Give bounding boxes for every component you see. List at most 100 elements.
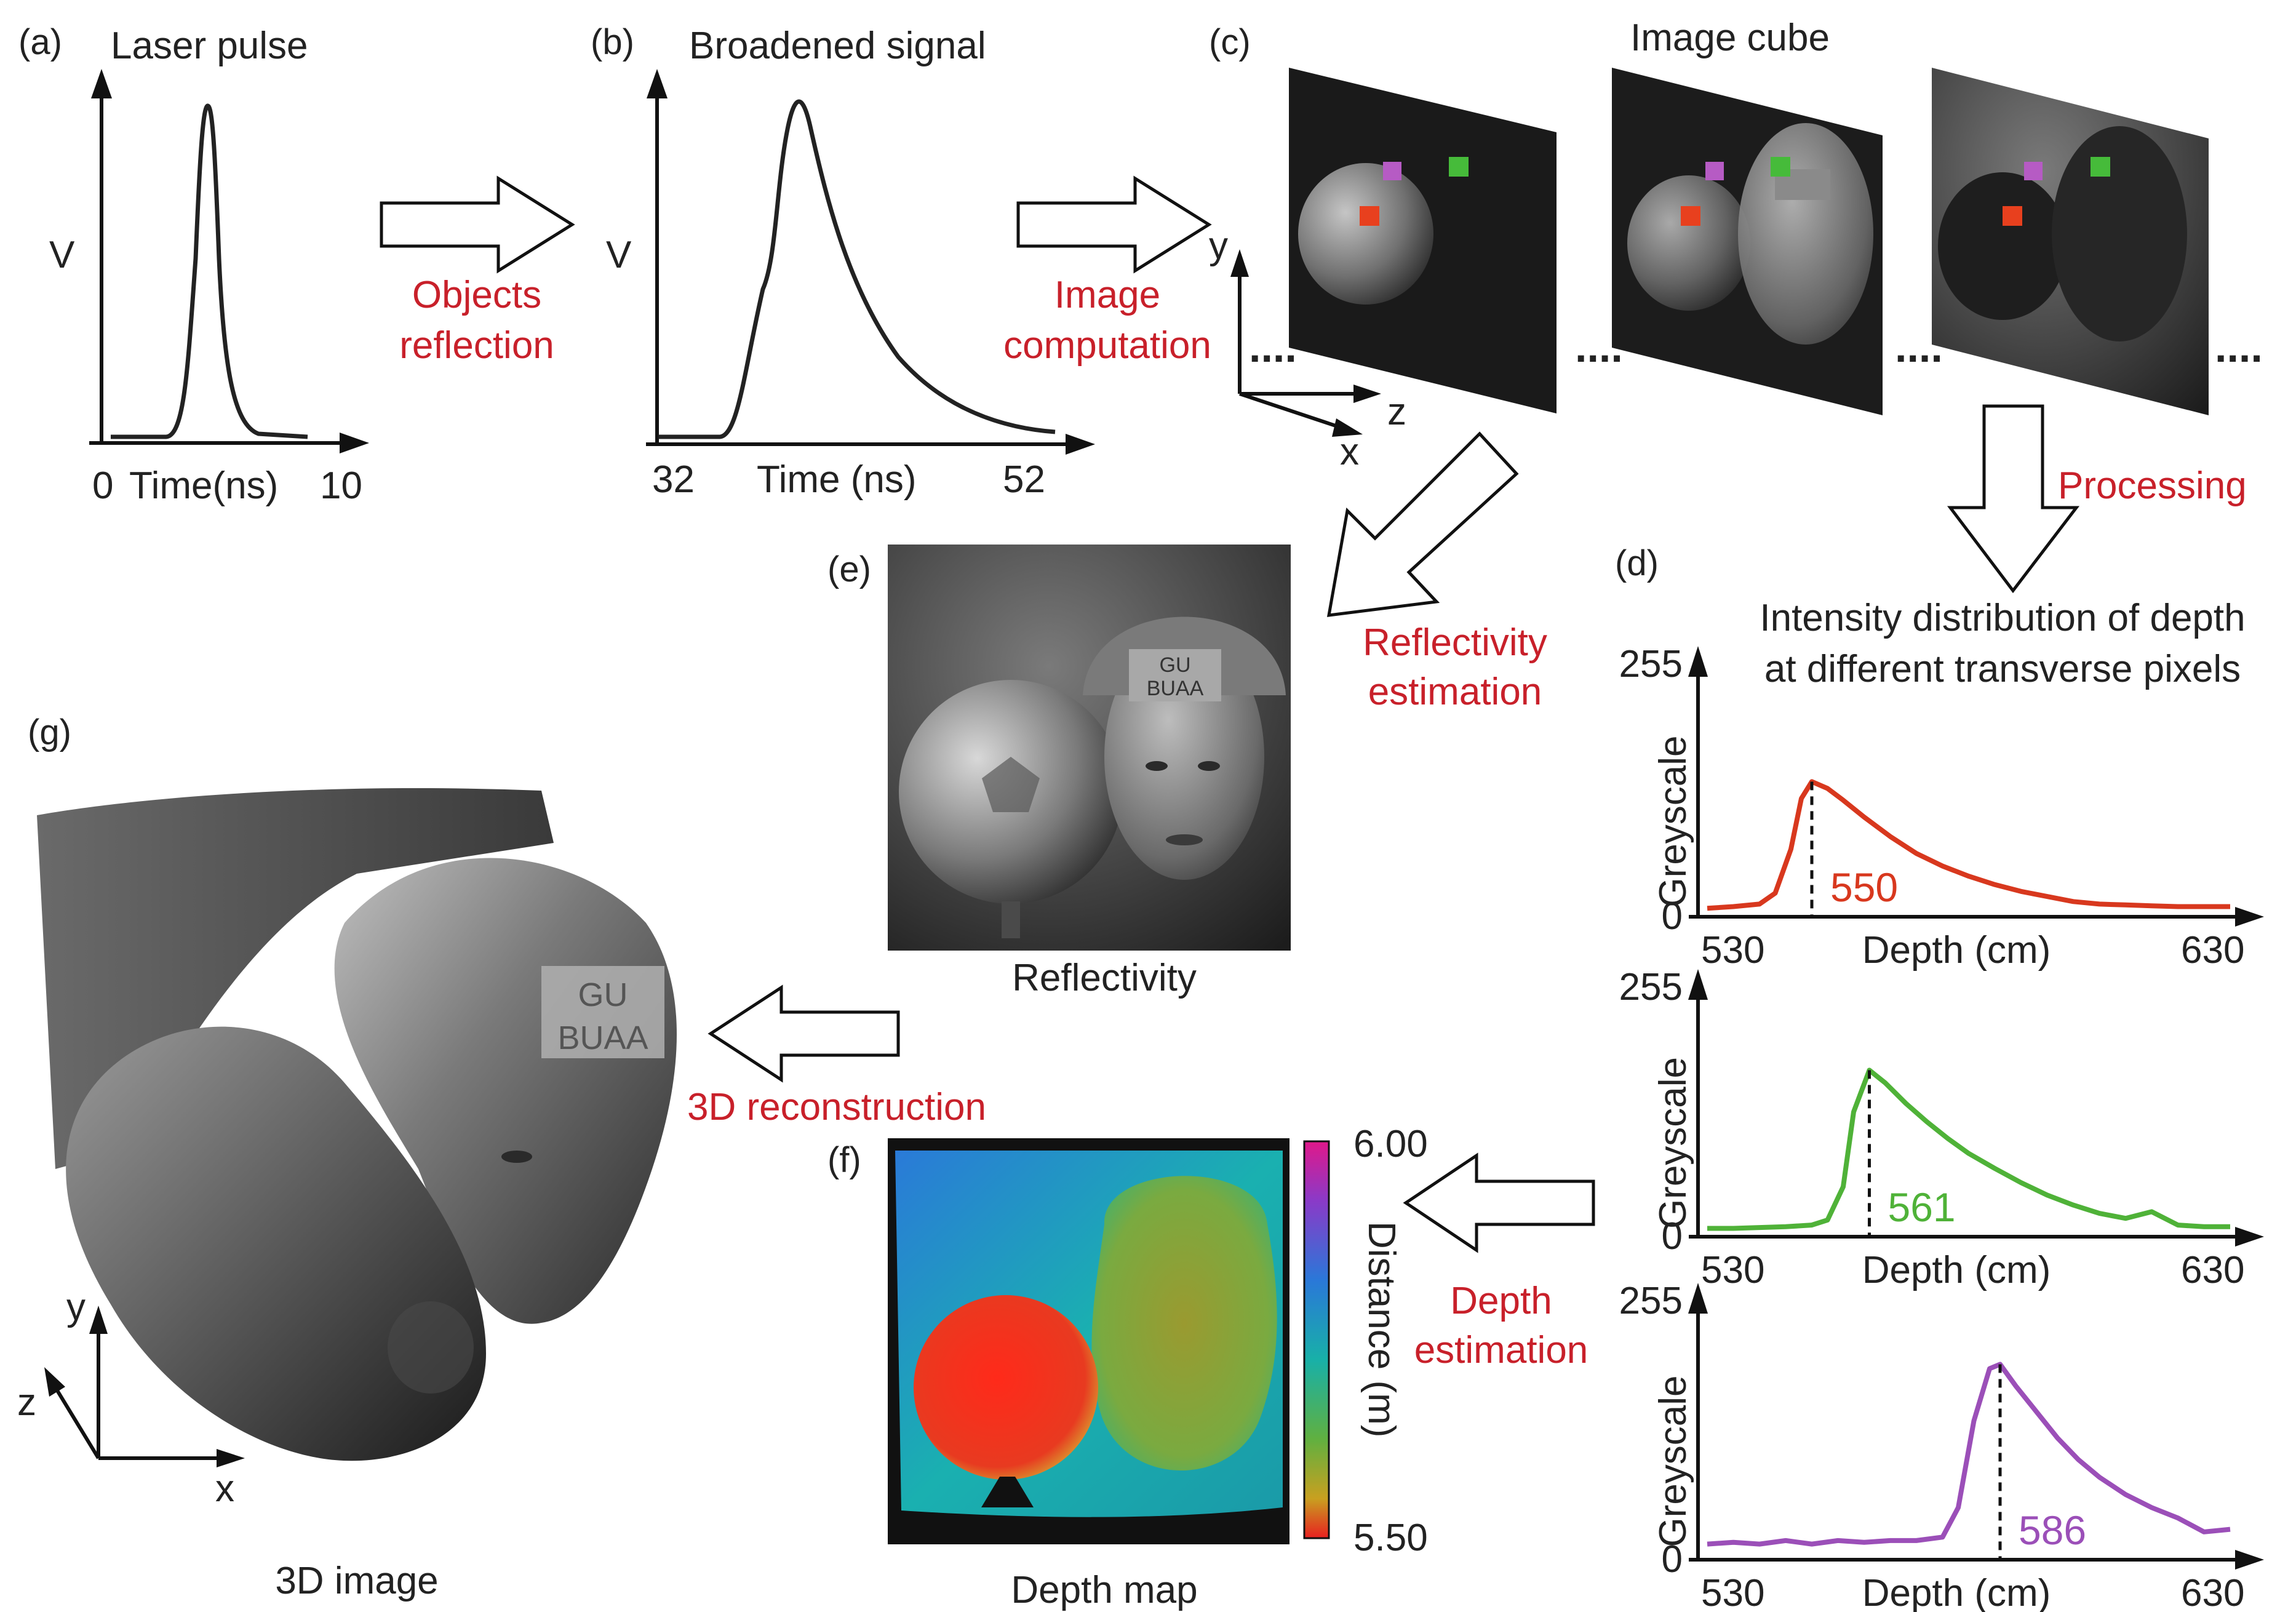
colorbar-axis-label: Distance (m) bbox=[1360, 1221, 1403, 1437]
panel-b-ylabel: V bbox=[606, 234, 632, 276]
3d-ball-patch bbox=[388, 1301, 474, 1394]
panel-f-tag: (f) bbox=[827, 1140, 861, 1180]
panel-d-title-line1: Intensity distribution of depth bbox=[1760, 597, 2245, 639]
panel-g-caption: 3D image bbox=[275, 1560, 438, 1602]
green-pixel-marker bbox=[1449, 157, 1469, 177]
left-arrow-icon bbox=[1403, 1152, 1595, 1253]
panel-b: (b) Broadened signal V 32 Time (ns) 52 bbox=[591, 22, 1095, 501]
panel-g-x-label: x bbox=[215, 1467, 234, 1510]
depth-profile-green-line bbox=[1707, 1067, 2230, 1231]
red-pixel-marker bbox=[2003, 206, 2022, 226]
panel-b-title: Broadened signal bbox=[689, 25, 986, 67]
panel-b-x-start: 32 bbox=[652, 458, 695, 501]
arrow-label-estimation-2: estimation bbox=[1414, 1329, 1588, 1371]
helmet-label bbox=[1129, 649, 1221, 701]
arrow-label-processing: Processing bbox=[2058, 465, 2247, 507]
panel-f-caption: Depth map bbox=[1011, 1569, 1197, 1611]
depth-colorbar bbox=[1303, 1140, 1330, 1539]
panel-a-xlabel: Time(ns) bbox=[129, 465, 278, 507]
profile-x-tick-max: 630 bbox=[2181, 1572, 2244, 1612]
purple-pixel-marker bbox=[1705, 162, 1724, 180]
profile-x-arrowhead bbox=[2235, 1550, 2264, 1570]
colorbar-bottom-label: 5.50 bbox=[1353, 1517, 1428, 1559]
panel-c-x-axis bbox=[1239, 392, 1342, 429]
ball-patch bbox=[982, 757, 1040, 812]
3d-face-eye bbox=[501, 1151, 532, 1163]
profile-x-tick-max: 630 bbox=[2181, 1249, 2244, 1291]
profile-y-tick-min: 0 bbox=[1662, 1538, 1683, 1581]
cube-slice-3 bbox=[1932, 68, 2209, 415]
green-pixel-marker bbox=[2091, 157, 2110, 177]
green-pixel-marker bbox=[1771, 157, 1790, 177]
arrow-label-reflection: reflection bbox=[399, 324, 554, 367]
slice-ball bbox=[1298, 163, 1433, 305]
depth-map-head bbox=[1091, 1176, 1277, 1470]
ellipsis-1: .... bbox=[1249, 323, 1297, 371]
face-eye-right bbox=[1198, 761, 1220, 771]
profile-xlabel: Depth (cm) bbox=[1862, 929, 2051, 972]
panel-g-z-label: z bbox=[17, 1381, 36, 1424]
panel-a-x-start: 0 bbox=[92, 465, 113, 507]
depth-profile-purple-line bbox=[1707, 1362, 2231, 1547]
profile-x-tick-min: 530 bbox=[1701, 1572, 1764, 1612]
profile-ylabel: Greyscale bbox=[1652, 1375, 1694, 1547]
red-pixel-marker bbox=[1681, 206, 1700, 226]
3d-helmet-text-gu: GU bbox=[578, 976, 628, 1013]
profile-y-tick-max: 255 bbox=[1619, 643, 1683, 685]
arrow-label-reflectivity: Reflectivity bbox=[1363, 621, 1547, 664]
3d-helmet-label bbox=[541, 966, 664, 1058]
panel-e-tag: (e) bbox=[827, 549, 871, 589]
panel-c: (c) Image cube y z x bbox=[1209, 17, 2263, 473]
arrow-image-computation: Image computation bbox=[1003, 175, 1212, 367]
arrow-3d-reconstruction: 3D reconstruction bbox=[687, 984, 986, 1128]
arrow-label-estimation: estimation bbox=[1368, 671, 1542, 713]
panel-g-x-arrowhead bbox=[217, 1449, 245, 1467]
panel-g-tag: (g) bbox=[28, 712, 71, 752]
panel-c-y-label: y bbox=[1209, 225, 1228, 267]
panel-b-x-arrowhead bbox=[1066, 434, 1095, 455]
3d-ball bbox=[66, 1026, 487, 1461]
slice-face bbox=[2052, 126, 2187, 341]
profile-y-tick-min: 0 bbox=[1662, 1215, 1683, 1258]
panel-f: (f) 6.00 5.50 Distance (m) Depth map bbox=[827, 1123, 1428, 1611]
panel-g: (g) GU BUAA y x z 3D image bbox=[17, 712, 677, 1602]
panel-a-y-arrowhead bbox=[91, 69, 112, 98]
cube-slice-2 bbox=[1612, 68, 1883, 415]
profile-xlabel: Depth (cm) bbox=[1862, 1572, 2051, 1612]
profile-y-tick-max: 255 bbox=[1619, 1280, 1683, 1322]
depth-profile-red-peak-label: 550 bbox=[1830, 864, 1898, 910]
panel-b-signal-curve bbox=[658, 99, 1056, 439]
panel-d-tag: (d) bbox=[1615, 543, 1659, 583]
colorbar-top-label: 6.00 bbox=[1353, 1123, 1428, 1165]
right-arrow-icon bbox=[1016, 175, 1212, 274]
arrow-label-3d-reconstruction: 3D reconstruction bbox=[687, 1086, 986, 1128]
panel-d: (d) Intensity distribution of depth at d… bbox=[1615, 543, 2264, 1612]
depth-profile-purple-peak-label: 586 bbox=[2019, 1507, 2086, 1553]
profile-x-tick-min: 530 bbox=[1701, 929, 1764, 972]
profile-y-arrowhead bbox=[1688, 969, 1708, 1000]
panel-a-ylabel: V bbox=[49, 234, 75, 276]
face-eye-left bbox=[1146, 761, 1168, 771]
left-arrow-icon bbox=[708, 984, 900, 1083]
ellipsis-2: .... bbox=[1575, 323, 1623, 371]
3d-helmet-text-buaa: BUAA bbox=[557, 1019, 648, 1056]
slice-face bbox=[1738, 123, 1873, 345]
panel-a: (a) Laser pulse V 0 Time(ns) 10 bbox=[18, 22, 369, 507]
depth-profile-red-line bbox=[1707, 779, 2230, 911]
purple-pixel-marker bbox=[2024, 162, 2043, 180]
ellipsis-3: .... bbox=[1895, 323, 1943, 371]
arrow-label-image: Image bbox=[1054, 274, 1160, 316]
slice-ball bbox=[1627, 175, 1750, 311]
slice-ball bbox=[1938, 172, 2067, 320]
depth-map-stand bbox=[981, 1477, 1034, 1507]
helmet-text-gu: GU bbox=[1160, 653, 1191, 677]
profile-x-tick-max: 630 bbox=[2181, 929, 2244, 972]
panel-a-pulse-curve bbox=[111, 103, 308, 439]
panel-b-tag: (b) bbox=[591, 22, 634, 62]
profile-ylabel: Greyscale bbox=[1652, 735, 1694, 907]
panel-a-title: Laser pulse bbox=[111, 25, 308, 67]
panel-c-x-arrowhead bbox=[1332, 418, 1363, 437]
profile-x-tick-min: 530 bbox=[1701, 1249, 1764, 1291]
depth-profile-charts: 255 0 530 630 Depth (cm) Greyscale 550 255 0 530 6… bbox=[1619, 643, 2264, 1612]
profile-y-tick-max: 255 bbox=[1619, 966, 1683, 1008]
